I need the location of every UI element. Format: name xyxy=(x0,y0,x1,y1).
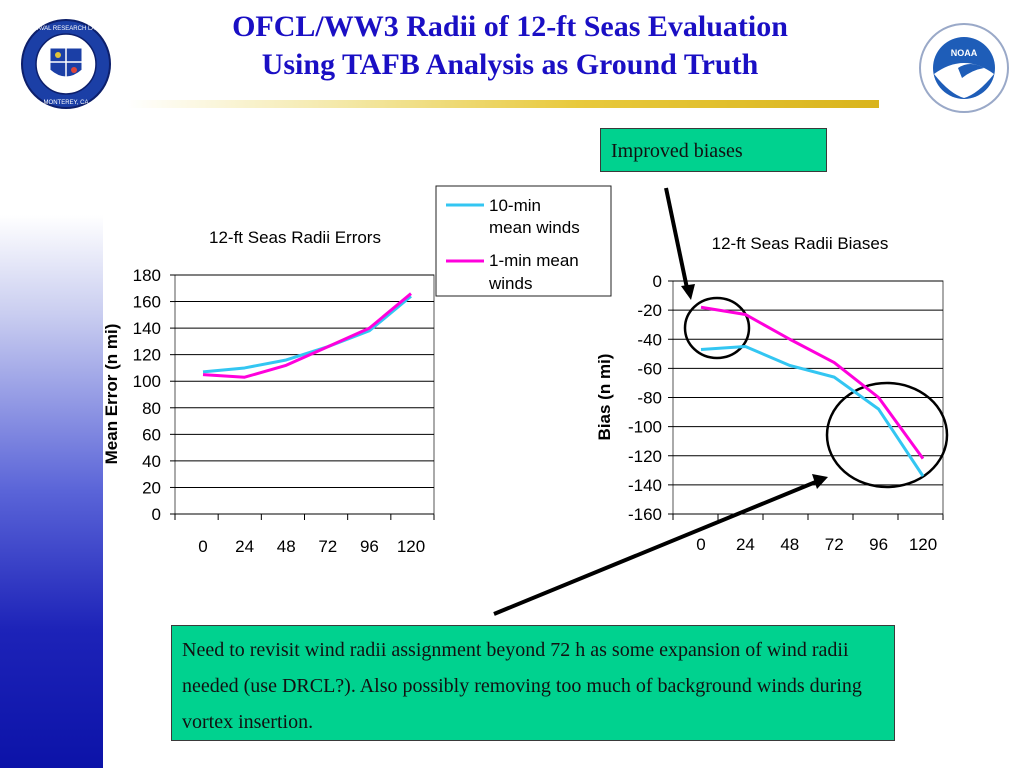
errors-ytick-label: 120 xyxy=(133,346,161,365)
legend-label-1min-line1: 1-min mean xyxy=(489,251,579,270)
errors-xtick-label: 72 xyxy=(318,537,337,556)
legend-label-1min-line2: winds xyxy=(488,274,532,293)
biases-ytick-label: -140 xyxy=(628,476,662,495)
errors-ytick-label: 60 xyxy=(142,425,161,444)
sidebar-gradient xyxy=(0,215,103,768)
errors-xtick-label: 48 xyxy=(277,537,296,556)
arrow-top-head xyxy=(681,284,695,300)
callout-improved-biases: Improved biases xyxy=(600,128,827,172)
noaa-logo-text: NOAA xyxy=(951,48,978,58)
legend-label-10min-line1: 10-min xyxy=(489,196,541,215)
errors-ytick-label: 140 xyxy=(133,319,161,338)
biases-chart-title: 12-ft Seas Radii Biases xyxy=(712,234,889,253)
errors-ytick-label: 20 xyxy=(142,478,161,497)
arrow-bottom-shaft xyxy=(493,479,819,616)
biases-ytick-label: -120 xyxy=(628,447,662,466)
biases-series-line-10min xyxy=(700,345,925,477)
biases-xtick-label: 96 xyxy=(869,535,888,554)
biases-xtick-label: 24 xyxy=(736,535,755,554)
slide-title: OFCL/WW3 Radii of 12-ft Seas Evaluation … xyxy=(130,8,890,84)
nrl-seal-text: NAVAL RESEARCH LAB xyxy=(33,26,100,32)
title-line-1: OFCL/WW3 Radii of 12-ft Seas Evaluation xyxy=(232,10,788,43)
biases-ytick-label: 0 xyxy=(653,272,662,291)
svg-text:MONTEREY, CA: MONTEREY, CA xyxy=(44,100,89,106)
errors-ytick-label: 40 xyxy=(142,452,161,471)
errors-y-axis-label: Mean Error (n mi) xyxy=(102,324,121,465)
noaa-logo-icon: NOAA xyxy=(919,23,1009,113)
errors-xtick-label: 24 xyxy=(235,537,254,556)
biases-ytick-label: -160 xyxy=(628,505,662,524)
biases-xtick-label: 48 xyxy=(780,535,799,554)
biases-ytick-label: -40 xyxy=(637,330,662,349)
biases-series-line-1min xyxy=(700,305,925,460)
annotation-circle-early xyxy=(683,296,751,360)
biases-ytick-label: -60 xyxy=(637,359,662,378)
errors-xtick-label: 120 xyxy=(397,537,425,556)
errors-ytick-label: 0 xyxy=(152,505,161,524)
biases-xtick-label: 0 xyxy=(696,535,705,554)
callout-revisit-note: Need to revisit wind radii assignment be… xyxy=(171,625,895,741)
errors-chart-title: 12-ft Seas Radii Errors xyxy=(209,228,381,247)
biases-ytick-label: -100 xyxy=(628,418,662,437)
biases-y-axis-label: Bias (n mi) xyxy=(595,354,614,441)
title-line-2: Using TAFB Analysis as Ground Truth xyxy=(261,48,759,81)
arrow-top-shaft xyxy=(664,187,690,294)
errors-ytick-label: 180 xyxy=(133,266,161,285)
biases-ytick-label: -20 xyxy=(637,301,662,320)
legend-label-10min-line2: mean winds xyxy=(489,218,580,237)
biases-xtick-label: 120 xyxy=(909,535,937,554)
errors-ytick-label: 100 xyxy=(133,372,161,391)
biases-xtick-label: 72 xyxy=(825,535,844,554)
nrl-seal-icon: NAVAL RESEARCH LAB MONTEREY, CA xyxy=(21,19,111,109)
errors-ytick-label: 160 xyxy=(133,293,161,312)
errors-xtick-label: 96 xyxy=(360,537,379,556)
arrow-bottom-head xyxy=(812,474,828,489)
annotation-circle-late xyxy=(825,381,949,489)
errors-ytick-label: 80 xyxy=(142,399,161,418)
errors-xtick-label: 0 xyxy=(198,537,207,556)
errors-series-line-1min xyxy=(202,292,412,379)
title-underline xyxy=(127,100,879,108)
errors-series-line-10min xyxy=(202,295,412,374)
biases-ytick-label: -80 xyxy=(637,389,662,408)
